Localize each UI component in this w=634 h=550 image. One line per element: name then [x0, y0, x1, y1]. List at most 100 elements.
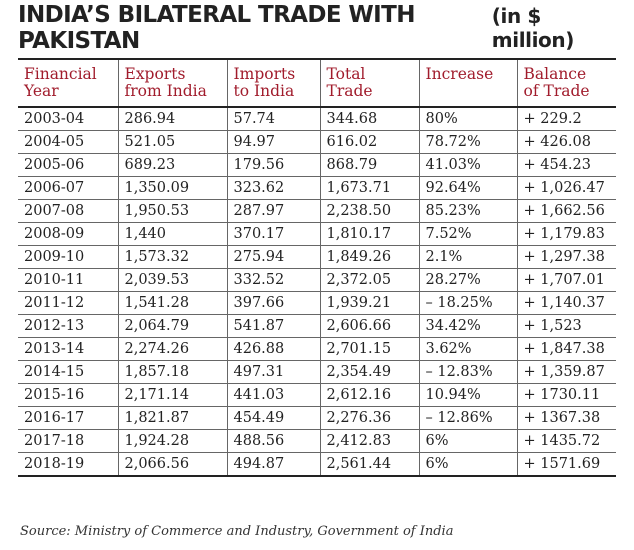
cell-financial-year: 2003-04: [18, 107, 118, 131]
cell-increase: 28.27%: [418, 268, 517, 292]
cell-financial-year: 2017-18: [18, 429, 118, 453]
column-header-line2: Year: [24, 82, 59, 100]
cell-balance-of-trade: + 1,297.38: [516, 245, 616, 269]
cell-total-trade: 2,354.49: [319, 360, 419, 384]
column-header-total-trade: Total Trade: [319, 59, 419, 108]
cell-balance-of-trade: + 1,179.83: [516, 222, 616, 246]
cell-total-trade: 1,939.21: [319, 291, 419, 315]
table-row: 2009-10 1,573.32 275.94 1,849.26 2.1% + 1,297…: [18, 245, 616, 269]
cell-financial-year: 2007-08: [18, 199, 118, 223]
figure-header: INDIA’S BILATERAL TRADE WITH PAKISTAN (i…: [18, 2, 616, 54]
cell-total-trade: 1,849.26: [319, 245, 419, 269]
cell-imports-to-india: 94.97: [226, 130, 320, 154]
cell-increase: 6%: [418, 429, 517, 453]
cell-increase: 85.23%: [418, 199, 517, 223]
source-note: Source: Ministry of Commerce and Industr…: [20, 524, 454, 539]
column-header-balance-of-trade: Balance of Trade: [516, 59, 616, 108]
cell-increase: 10.94%: [418, 383, 517, 407]
cell-balance-of-trade: + 1,140.37: [516, 291, 616, 315]
cell-financial-year: 2011-12: [18, 291, 118, 315]
table-row: 2015-16 2,171.14 441.03 2,612.16 10.94% + 173…: [18, 383, 616, 407]
cell-imports-to-india: 332.52: [226, 268, 320, 292]
cell-financial-year: 2016-17: [18, 406, 118, 430]
cell-exports-from-india: 521.05: [117, 130, 227, 154]
table-row: 2007-08 1,950.53 287.97 2,238.50 85.23% + 1,6…: [18, 199, 616, 223]
cell-total-trade: 2,238.50: [319, 199, 419, 223]
cell-total-trade: 616.02: [319, 130, 419, 154]
cell-exports-from-india: 2,064.79: [117, 314, 227, 338]
cell-balance-of-trade: + 1,523: [516, 314, 616, 338]
cell-increase: 3.62%: [418, 337, 517, 361]
cell-balance-of-trade: + 426.08: [516, 130, 616, 154]
cell-increase: 34.42%: [418, 314, 517, 338]
cell-exports-from-india: 2,171.14: [117, 383, 227, 407]
table-body: 2003-04 286.94 57.74 344.68 80% + 229.2 2004-0…: [18, 107, 616, 477]
cell-financial-year: 2009-10: [18, 245, 118, 269]
cell-increase: 2.1%: [418, 245, 517, 269]
cell-total-trade: 2,276.36: [319, 406, 419, 430]
cell-imports-to-india: 488.56: [226, 429, 320, 453]
cell-balance-of-trade: + 1730.11: [516, 383, 616, 407]
cell-balance-of-trade: + 1435.72: [516, 429, 616, 453]
cell-balance-of-trade: + 1571.69: [516, 452, 616, 477]
cell-balance-of-trade: + 454.23: [516, 153, 616, 177]
table-row: 2014-15 1,857.18 497.31 2,354.49– 12.83% + 1…: [18, 360, 616, 384]
table-row: 2008-09 1,440 370.17 1,810.17 7.52% + 1,179.8…: [18, 222, 616, 246]
cell-financial-year: 2005-06: [18, 153, 118, 177]
cell-exports-from-india: 689.23: [117, 153, 227, 177]
table-row: 2004-05 521.05 94.97 616.02 78.72% + 426.08: [18, 130, 616, 154]
table-row: 2012-13 2,064.79 541.87 2,606.66 34.42% + 1,5…: [18, 314, 616, 338]
cell-total-trade: 2,561.44: [319, 452, 419, 477]
cell-increase: 80%: [418, 107, 517, 131]
column-header-line2: from India: [124, 82, 207, 100]
table-row: 2010-11 2,039.53 332.52 2,372.05 28.27% + 1,7…: [18, 268, 616, 292]
cell-imports-to-india: 441.03: [226, 383, 320, 407]
cell-exports-from-india: 1,350.09: [117, 176, 227, 200]
cell-financial-year: 2014-15: [18, 360, 118, 384]
table-row: 2011-12 1,541.28 397.66 1,939.21– 18.25% + 1…: [18, 291, 616, 315]
cell-imports-to-india: 397.66: [226, 291, 320, 315]
figure-title: INDIA’S BILATERAL TRADE WITH PAKISTAN: [18, 2, 415, 54]
cell-total-trade: 2,612.16: [319, 383, 419, 407]
column-header-line1: Balance: [523, 65, 587, 83]
cell-increase: 92.64%: [418, 176, 517, 200]
cell-imports-to-india: 275.94: [226, 245, 320, 269]
column-header-increase: Increase: [418, 59, 517, 108]
cell-increase: – 12.86%: [418, 406, 517, 430]
column-header-line2: Trade: [326, 82, 373, 100]
table-row: 2005-06 689.23 179.56 868.79 41.03% + 454.23: [18, 153, 616, 177]
cell-financial-year: 2004-05: [18, 130, 118, 154]
cell-exports-from-india: 2,066.56: [117, 452, 227, 477]
cell-imports-to-india: 426.88: [226, 337, 320, 361]
cell-financial-year: 2013-14: [18, 337, 118, 361]
table-row: 2003-04 286.94 57.74 344.68 80% + 229.2: [18, 107, 616, 131]
cell-balance-of-trade: + 1,847.38: [516, 337, 616, 361]
cell-increase: 41.03%: [418, 153, 517, 177]
table-row: 2016-17 1,821.87 454.49 2,276.36– 12.86% + 1…: [18, 406, 616, 430]
column-header-line1: Financial: [24, 65, 97, 83]
cell-balance-of-trade: + 1367.38: [516, 406, 616, 430]
table-row: 2013-14 2,274.26 426.88 2,701.15 3.62% + 1,84…: [18, 337, 616, 361]
cell-financial-year: 2010-11: [18, 268, 118, 292]
cell-total-trade: 1,810.17: [319, 222, 419, 246]
cell-total-trade: 2,412.83: [319, 429, 419, 453]
cell-exports-from-india: 1,950.53: [117, 199, 227, 223]
column-header-exports-from-india: Exports from India: [117, 59, 227, 108]
cell-imports-to-india: 179.56: [226, 153, 320, 177]
table-header-row: Financial Year Exports from India Imports to …: [18, 59, 616, 108]
cell-exports-from-india: 2,274.26: [117, 337, 227, 361]
cell-financial-year: 2006-07: [18, 176, 118, 200]
column-header-line1: Total: [326, 65, 366, 83]
cell-increase: – 18.25%: [418, 291, 517, 315]
cell-imports-to-india: 287.97: [226, 199, 320, 223]
column-header-line1: Exports: [124, 65, 186, 83]
cell-imports-to-india: 494.87: [226, 452, 320, 477]
cell-balance-of-trade: + 1,662.56: [516, 199, 616, 223]
cell-imports-to-india: 323.62: [226, 176, 320, 200]
column-header-line2: to India: [233, 82, 295, 100]
column-header-imports-to-india: Imports to India: [226, 59, 320, 108]
cell-exports-from-india: 1,541.28: [117, 291, 227, 315]
cell-imports-to-india: 541.87: [226, 314, 320, 338]
column-header-line1: Imports: [233, 65, 296, 83]
cell-financial-year: 2018-19: [18, 452, 118, 477]
